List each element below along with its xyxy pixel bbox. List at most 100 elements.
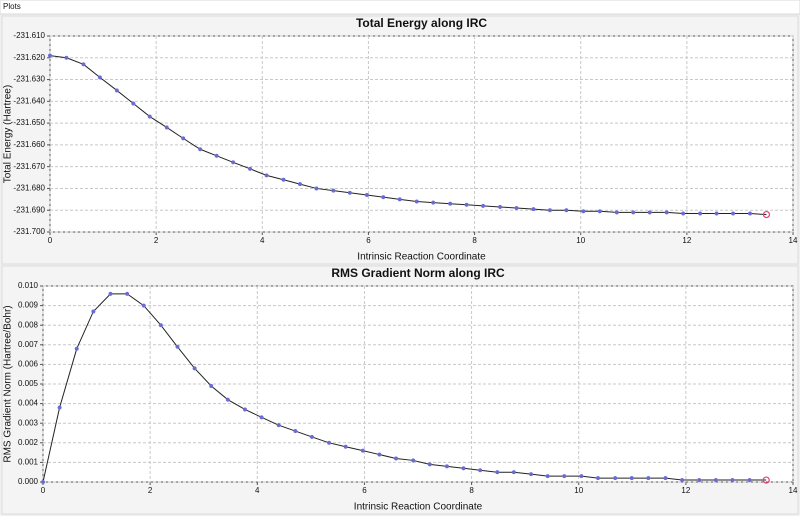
data-point — [327, 440, 332, 445]
data-point — [248, 166, 253, 171]
x-tick-label: 8 — [472, 236, 477, 245]
data-point — [97, 75, 102, 80]
data-point — [309, 434, 314, 439]
data-point — [698, 211, 703, 216]
x-tick-label: 2 — [148, 486, 153, 495]
y-tick-label: 0.009 — [18, 301, 39, 310]
data-point — [411, 458, 416, 463]
data-point — [343, 444, 348, 449]
data-point — [131, 101, 136, 106]
y-tick-label: 0.010 — [18, 281, 39, 290]
data-point — [158, 323, 163, 328]
data-point — [681, 211, 686, 216]
x-tick-label: 12 — [682, 236, 691, 245]
y-tick-label: 0.002 — [18, 438, 39, 447]
data-point — [281, 177, 286, 182]
data-point — [209, 383, 214, 389]
data-point — [231, 160, 236, 165]
x-tick-label: 6 — [366, 236, 371, 245]
data-point — [613, 476, 618, 481]
y-tick-label: -231.680 — [13, 184, 45, 193]
data-point — [747, 477, 752, 483]
data-point — [461, 466, 466, 471]
data-point — [259, 415, 264, 420]
data-point — [147, 114, 152, 119]
data-point — [431, 200, 436, 205]
x-tick-label: 14 — [789, 236, 798, 245]
data-point — [47, 53, 53, 58]
data-point — [331, 188, 336, 193]
chart-title: Total Energy along IRC — [356, 16, 487, 30]
data-point — [663, 476, 668, 481]
data-point — [364, 192, 369, 198]
data-point — [714, 211, 719, 216]
window-title: Plots — [3, 2, 21, 11]
x-axis-label: Intrinsic Reaction Coordinate — [357, 252, 486, 263]
data-point — [125, 291, 130, 296]
data-point — [64, 55, 69, 60]
x-tick-label: 6 — [362, 486, 367, 495]
data-point — [297, 182, 303, 187]
y-axis-label: RMS Gradient Norm (Hartree/Bohr) — [3, 305, 14, 462]
y-tick-label: 0.006 — [18, 360, 39, 369]
y-tick-label: -231.660 — [13, 140, 45, 149]
data-point — [347, 190, 352, 195]
data-point — [629, 476, 634, 481]
data-point — [181, 136, 186, 141]
data-point — [192, 366, 197, 371]
data-point — [581, 209, 586, 214]
data-point — [579, 474, 584, 479]
data-point — [464, 202, 469, 207]
data-point — [478, 468, 483, 473]
data-point — [713, 477, 718, 483]
data-point — [264, 173, 269, 178]
y-tick-label: -231.690 — [13, 205, 45, 214]
data-point — [697, 477, 702, 483]
x-tick-label: 14 — [789, 486, 798, 495]
data-point — [730, 211, 736, 216]
data-point — [397, 197, 402, 202]
data-point — [564, 208, 569, 213]
data-point — [528, 472, 534, 477]
data-point — [647, 210, 652, 215]
data-point — [497, 204, 503, 210]
data-point — [214, 153, 219, 158]
y-tick-label: -231.700 — [13, 227, 45, 236]
x-axis-label: Intrinsic Reaction Coordinate — [354, 502, 483, 513]
data-point — [114, 88, 119, 93]
data-point — [242, 407, 248, 412]
plot-area — [49, 35, 794, 233]
data-point — [664, 210, 669, 215]
data-point — [595, 476, 601, 481]
data-point — [175, 344, 180, 349]
data-point — [276, 423, 281, 428]
title-bar — [0, 0, 800, 15]
data-point — [108, 291, 113, 296]
x-tick-label: 0 — [41, 486, 46, 495]
data-point — [545, 474, 550, 479]
data-point — [730, 477, 735, 483]
data-point — [57, 405, 62, 410]
y-tick-label: 0.004 — [18, 399, 39, 408]
data-point — [514, 205, 519, 211]
chart-title: RMS Gradient Norm along IRC — [331, 266, 505, 280]
data-point — [495, 470, 500, 475]
data-line — [49, 55, 767, 216]
data-point — [597, 209, 602, 214]
data-point — [444, 464, 449, 469]
data-point — [393, 456, 399, 461]
data-point — [377, 452, 382, 457]
data-point — [40, 479, 46, 485]
y-tick-label: 0.007 — [18, 340, 39, 349]
data-point — [547, 208, 552, 213]
data-point — [198, 147, 203, 152]
data-point — [225, 397, 230, 402]
y-tick-label: -231.640 — [13, 96, 45, 105]
highlighted-point — [762, 210, 771, 219]
data-point — [91, 309, 96, 314]
data-point — [511, 470, 516, 475]
data-point — [381, 195, 386, 200]
data-point — [427, 462, 432, 467]
data-point — [614, 210, 619, 215]
